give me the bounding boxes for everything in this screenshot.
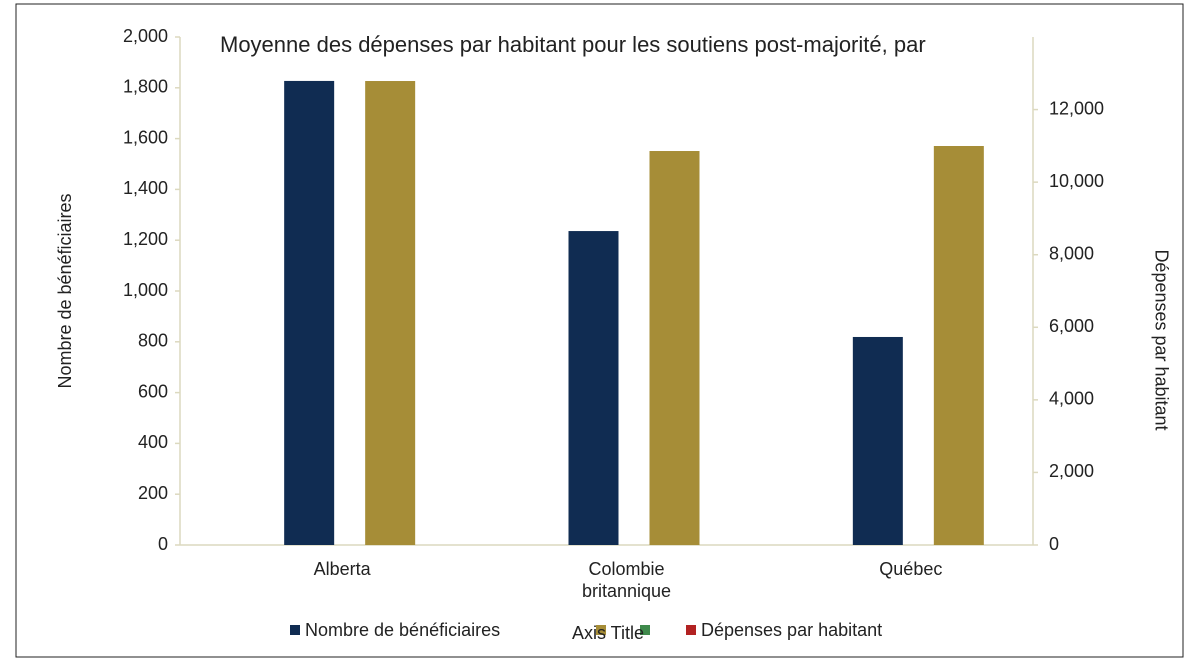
x-tick-label: Colombie britannique [582, 559, 671, 601]
bar [852, 336, 903, 545]
y2-tick-label: 6,000 [1049, 316, 1094, 336]
y2-tick-label: 12,000 [1049, 98, 1104, 118]
legend-marker [686, 625, 696, 635]
y-tick-label: 400 [138, 432, 168, 452]
legend-marker [640, 625, 650, 635]
y2-tick-label: 0 [1049, 534, 1059, 554]
y2-axis-label: Dépenses par habitant [1151, 249, 1171, 430]
bar [933, 146, 984, 545]
y-axis-label: Nombre de bénéficiaires [55, 193, 75, 388]
bar [649, 151, 700, 546]
legend-label: Nombre de bénéficiaires [305, 620, 500, 640]
y-tick-label: 800 [138, 331, 168, 351]
y2-tick-label: 4,000 [1049, 389, 1094, 409]
y-tick-label: 600 [138, 381, 168, 401]
legend-marker [290, 625, 300, 635]
y-tick-label: 0 [158, 534, 168, 554]
x-axis-label: Axis Title [572, 623, 644, 643]
legend-marker [596, 625, 606, 635]
y-tick-label: 1,800 [123, 77, 168, 97]
x-tick-label: Alberta [314, 559, 372, 579]
chart-title: Moyenne des dépenses par habitant pour l… [220, 32, 926, 57]
x-tick-label: Québec [879, 559, 942, 579]
y-tick-label: 1,000 [123, 280, 168, 300]
y-tick-label: 1,400 [123, 178, 168, 198]
bar [568, 231, 619, 545]
bar [365, 81, 416, 545]
y-tick-label: 1,600 [123, 127, 168, 147]
bar [284, 80, 335, 545]
y2-tick-label: 10,000 [1049, 171, 1104, 191]
legend-label: Dépenses par habitant [701, 620, 882, 640]
y-tick-label: 2,000 [123, 26, 168, 46]
y2-tick-label: 8,000 [1049, 243, 1094, 263]
y-tick-label: 200 [138, 483, 168, 503]
y-tick-label: 1,200 [123, 229, 168, 249]
y2-tick-label: 2,000 [1049, 461, 1094, 481]
